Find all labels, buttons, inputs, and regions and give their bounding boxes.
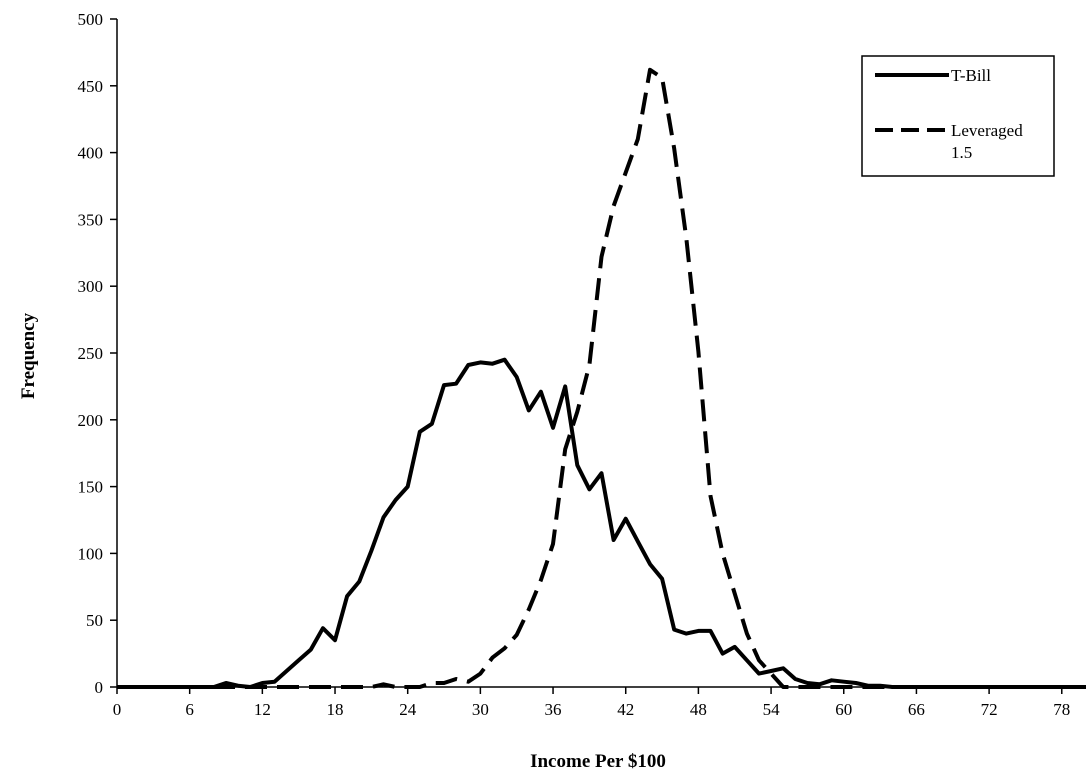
x-tick-label: 66 [908,700,925,719]
y-tick-label: 100 [78,544,104,563]
y-axis-title: Frequency [18,312,39,399]
y-tick-label: 250 [78,344,104,363]
x-tick-label: 12 [254,700,271,719]
legend-label-tbill: T-Bill [951,66,991,85]
x-tick-label: 18 [327,700,344,719]
y-tick-label: 200 [78,411,104,430]
x-tick-label: 72 [981,700,998,719]
y-tick-label: 400 [78,144,104,163]
x-tick-label: 6 [185,700,194,719]
y-tick-label: 350 [78,210,104,229]
x-tick-label: 60 [835,700,852,719]
x-tick-label: 54 [763,700,781,719]
x-tick-label: 48 [690,700,707,719]
y-tick-label: 0 [95,678,104,697]
x-tick-label: 0 [113,700,122,719]
x-axis-title: Income Per $100 [530,751,666,772]
x-tick-label: 42 [617,700,634,719]
x-tick-label: 36 [545,700,562,719]
x-tick-label: 78 [1053,700,1070,719]
series-line-tbill [117,357,1086,689]
y-tick-label: 500 [78,10,104,29]
series-layer [117,67,1086,689]
y-axis-ticks: 0 50 100 150 200 250 300 350 400 450 500 [78,10,117,697]
legend-label-leveraged: Leveraged [951,121,1023,140]
legend-label-leveraged-line2: 1.5 [951,143,972,162]
x-tick-label: 24 [399,700,417,719]
y-tick-label: 50 [86,611,103,630]
y-tick-label: 450 [78,77,104,96]
x-axis-ticks: 0 6 12 18 24 30 36 42 48 54 60 66 72 78 [113,687,1070,719]
x-tick-label: 30 [472,700,489,719]
legend: T-Bill Leveraged 1.5 [861,55,1055,177]
y-tick-label: 150 [78,478,104,497]
series-line-leveraged [117,67,1086,689]
y-tick-label: 300 [78,277,104,296]
